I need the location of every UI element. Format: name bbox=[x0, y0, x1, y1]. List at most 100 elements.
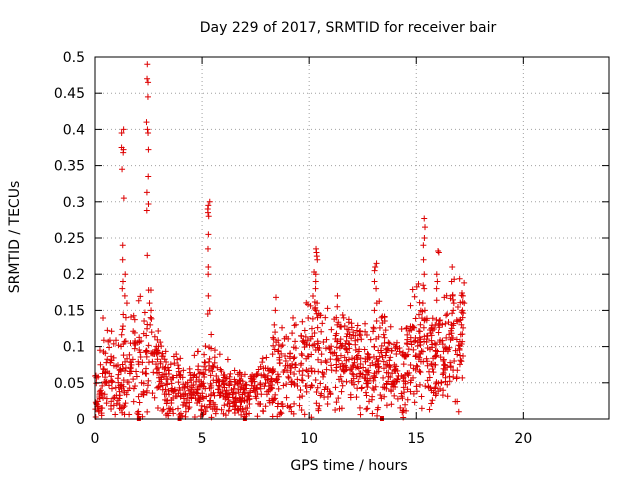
data-point bbox=[344, 349, 351, 356]
data-point bbox=[421, 215, 428, 222]
data-point bbox=[456, 361, 463, 368]
data-point bbox=[149, 390, 156, 397]
data-point bbox=[248, 377, 255, 384]
data-point bbox=[143, 119, 150, 126]
data-point bbox=[431, 385, 438, 392]
y-tick-label: 0 bbox=[76, 412, 85, 428]
data-point bbox=[313, 310, 320, 317]
data-point bbox=[343, 364, 350, 371]
data-point bbox=[118, 405, 125, 412]
data-point bbox=[414, 342, 421, 349]
data-point bbox=[270, 342, 277, 349]
data-point bbox=[381, 340, 388, 347]
data-point bbox=[334, 321, 341, 328]
data-point bbox=[163, 370, 170, 377]
data-point bbox=[356, 328, 363, 335]
data-point bbox=[115, 342, 122, 349]
data-point bbox=[205, 271, 212, 278]
data-point bbox=[151, 350, 158, 357]
data-point bbox=[458, 292, 465, 299]
data-point bbox=[142, 365, 149, 372]
data-point bbox=[164, 381, 171, 388]
data-point bbox=[130, 398, 137, 405]
data-point bbox=[235, 389, 242, 396]
data-point bbox=[388, 388, 395, 395]
data-point bbox=[434, 348, 441, 355]
data-point bbox=[433, 285, 440, 292]
data-point bbox=[381, 313, 388, 320]
data-point bbox=[318, 359, 325, 366]
data-point bbox=[335, 376, 342, 383]
data-point bbox=[96, 393, 103, 400]
data-point bbox=[373, 300, 380, 307]
data-point bbox=[369, 410, 376, 417]
data-point bbox=[420, 282, 427, 289]
data-point bbox=[394, 395, 401, 402]
data-point bbox=[439, 321, 446, 328]
data-point bbox=[400, 384, 407, 391]
data-point bbox=[418, 405, 425, 412]
data-point bbox=[181, 383, 188, 390]
data-point bbox=[415, 280, 422, 287]
data-point bbox=[276, 411, 283, 418]
data-point bbox=[354, 322, 361, 329]
data-point bbox=[96, 388, 103, 395]
y-tick-label: 0.3 bbox=[63, 195, 85, 211]
data-point bbox=[302, 333, 309, 340]
data-point bbox=[110, 395, 117, 402]
data-point bbox=[259, 407, 266, 414]
data-point bbox=[410, 324, 417, 331]
data-point bbox=[160, 406, 167, 413]
data-point bbox=[125, 379, 132, 386]
data-point bbox=[120, 311, 127, 318]
data-point bbox=[141, 318, 148, 325]
data-point bbox=[217, 390, 224, 397]
data-point bbox=[231, 376, 238, 383]
data-point bbox=[144, 382, 151, 389]
data-point bbox=[239, 378, 246, 385]
data-point bbox=[254, 413, 261, 420]
data-point bbox=[139, 369, 146, 376]
data-point bbox=[275, 347, 282, 354]
data-point bbox=[381, 334, 388, 341]
data-point bbox=[459, 307, 466, 314]
data-point bbox=[328, 326, 335, 333]
data-point bbox=[347, 367, 354, 374]
data-point bbox=[100, 337, 107, 344]
data-point bbox=[148, 307, 155, 314]
data-point bbox=[333, 361, 340, 368]
data-point bbox=[308, 351, 315, 358]
data-point bbox=[391, 392, 398, 399]
data-point bbox=[343, 357, 350, 364]
data-point bbox=[426, 368, 433, 375]
data-point bbox=[109, 378, 116, 385]
data-point bbox=[433, 379, 440, 386]
y-tick-label: 0.35 bbox=[54, 159, 85, 175]
data-point bbox=[280, 382, 287, 389]
data-point bbox=[335, 319, 342, 326]
data-point bbox=[339, 342, 346, 349]
data-point bbox=[312, 304, 319, 311]
data-point bbox=[319, 320, 326, 327]
data-point bbox=[433, 390, 440, 397]
data-point bbox=[185, 405, 192, 412]
data-point bbox=[459, 292, 466, 299]
data-point bbox=[377, 391, 384, 398]
data-point bbox=[296, 402, 303, 409]
data-point bbox=[450, 322, 457, 329]
data-point bbox=[287, 369, 294, 376]
data-point bbox=[453, 375, 460, 382]
data-point bbox=[370, 377, 377, 384]
data-point bbox=[431, 361, 438, 368]
data-point bbox=[201, 371, 208, 378]
data-point bbox=[108, 357, 115, 364]
data-point bbox=[349, 355, 356, 362]
data-point bbox=[205, 213, 212, 220]
data-point bbox=[143, 387, 150, 394]
data-point bbox=[429, 315, 436, 322]
data-point bbox=[355, 348, 362, 355]
data-point bbox=[298, 333, 305, 340]
data-point bbox=[137, 354, 144, 361]
data-point bbox=[155, 328, 162, 335]
data-point bbox=[210, 399, 217, 406]
